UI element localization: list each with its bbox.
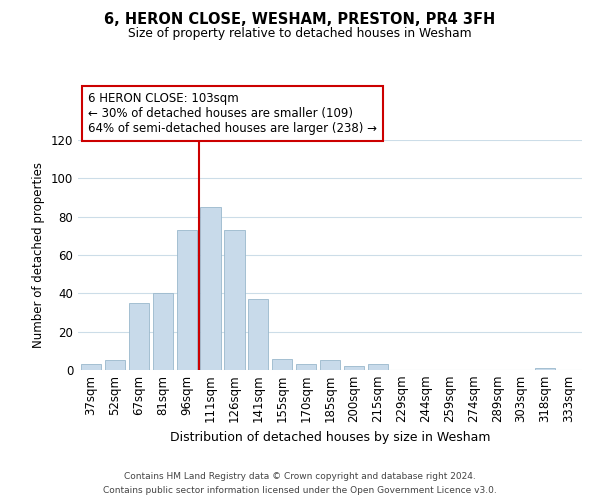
X-axis label: Distribution of detached houses by size in Wesham: Distribution of detached houses by size … — [170, 431, 490, 444]
Bar — [176, 230, 197, 370]
Bar — [105, 360, 125, 370]
Bar — [344, 366, 364, 370]
Text: 6 HERON CLOSE: 103sqm
← 30% of detached houses are smaller (109)
64% of semi-det: 6 HERON CLOSE: 103sqm ← 30% of detached … — [88, 92, 377, 136]
Bar — [81, 364, 101, 370]
Text: 6, HERON CLOSE, WESHAM, PRESTON, PR4 3FH: 6, HERON CLOSE, WESHAM, PRESTON, PR4 3FH — [104, 12, 496, 28]
Bar — [368, 364, 388, 370]
Bar — [320, 360, 340, 370]
Text: Contains public sector information licensed under the Open Government Licence v3: Contains public sector information licen… — [103, 486, 497, 495]
Bar — [296, 364, 316, 370]
Bar — [535, 368, 555, 370]
Bar — [152, 294, 173, 370]
Y-axis label: Number of detached properties: Number of detached properties — [32, 162, 45, 348]
Bar — [248, 299, 268, 370]
Text: Size of property relative to detached houses in Wesham: Size of property relative to detached ho… — [128, 28, 472, 40]
Text: Contains HM Land Registry data © Crown copyright and database right 2024.: Contains HM Land Registry data © Crown c… — [124, 472, 476, 481]
Bar — [200, 207, 221, 370]
Bar — [129, 303, 149, 370]
Bar — [272, 358, 292, 370]
Bar — [224, 230, 245, 370]
